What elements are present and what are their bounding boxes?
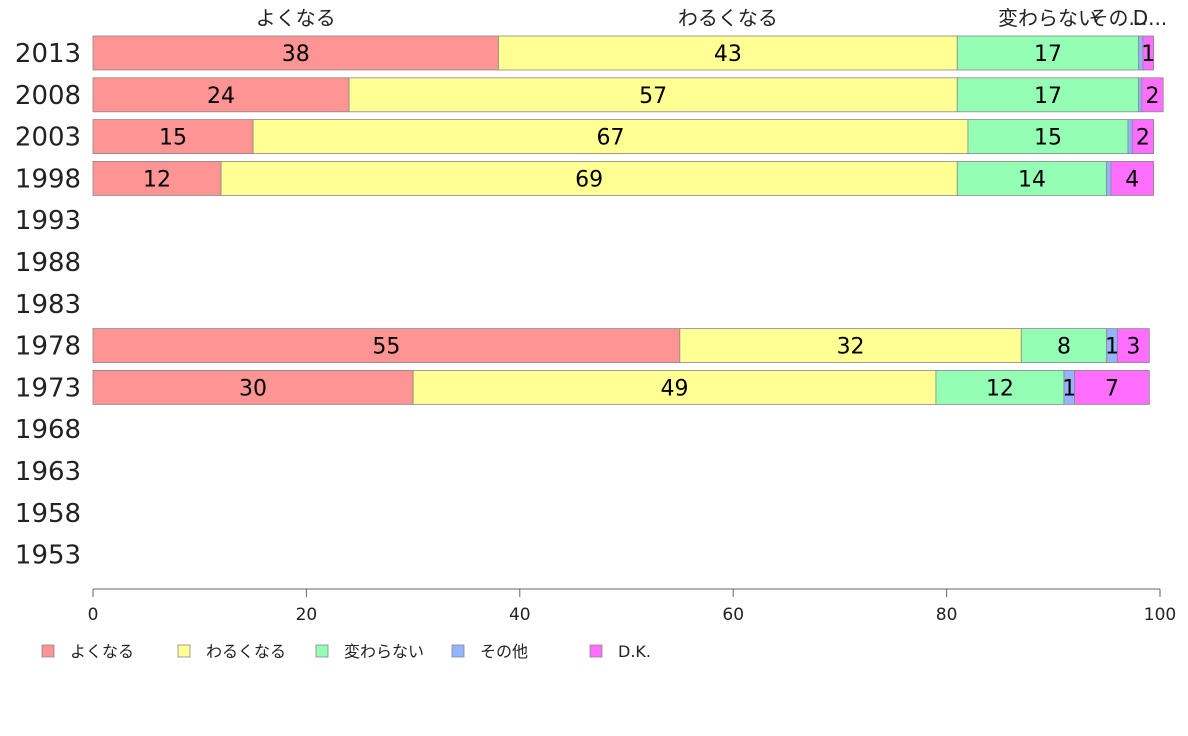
data-label-2003-series-4: 2 xyxy=(1136,126,1150,151)
column-label-3: その... xyxy=(1088,6,1147,30)
column-label-4: D... xyxy=(1133,6,1167,30)
data-label-1973-series-1: 49 xyxy=(661,376,689,401)
bar-1978-series-4 xyxy=(1116,328,1150,364)
column-label-2: 変わらない xyxy=(998,6,1098,30)
data-label-1978-series-0: 55 xyxy=(372,335,400,360)
bar-1978-series-0 xyxy=(92,328,681,364)
bar-1973-series-1 xyxy=(412,369,937,405)
bar-1998-series-3 xyxy=(1106,160,1112,196)
legend-label-3: その他 xyxy=(480,642,528,661)
x-tick-label-80: 80 xyxy=(936,605,958,625)
year-label-1993: 1993 xyxy=(15,206,81,236)
bar-2003-series-1 xyxy=(252,119,969,154)
data-label-2008-series-1: 57 xyxy=(639,84,667,109)
legend-swatch-4 xyxy=(589,644,603,658)
data-label-1973-series-4: 7 xyxy=(1105,376,1119,401)
bar-2008-series-1 xyxy=(348,77,958,113)
year-label-1968: 1968 xyxy=(15,415,81,445)
year-label-1988: 1988 xyxy=(15,248,81,278)
bar-1998-series-0 xyxy=(92,160,222,196)
data-label-2008-series-4: 2 xyxy=(1146,84,1160,109)
data-label-2003-series-2: 15 xyxy=(1034,126,1062,151)
year-label-1953: 1953 xyxy=(15,541,81,571)
data-label-1973-series-0: 30 xyxy=(239,376,267,401)
data-label-2008-series-0: 24 xyxy=(207,84,235,109)
bar-1973-series-4 xyxy=(1074,369,1150,405)
year-labels: 2013 2008 2003 1998 1993 1988 1983 1978 1973 1968… xyxy=(15,39,81,571)
x-tick-label-0: 0 xyxy=(88,605,99,625)
x-axis: 0 20 40 60 80 100 xyxy=(88,588,1176,625)
bars-layer: 38 43 17 124 57 17 215 67 15 212 69 14 455 32 8 1 330 49 1… xyxy=(92,35,1164,405)
bar-1998-series-2 xyxy=(956,160,1108,196)
data-label-1998-series-4: 4 xyxy=(1125,167,1139,192)
bar-2013-series-0 xyxy=(92,35,499,71)
legend-swatch-2 xyxy=(315,644,329,658)
bar-2003-series-4 xyxy=(1131,119,1154,154)
data-label-2013-series-0: 38 xyxy=(282,42,310,67)
column-labels: よくなる わるくなる 変わらないその...D... xyxy=(256,6,1168,30)
x-tick-label-20: 20 xyxy=(296,605,318,625)
legend-swatch-1 xyxy=(177,644,191,658)
legend-label-4: D.K. xyxy=(618,642,651,661)
column-label-1: わるくなる xyxy=(678,6,778,30)
legend-label-0: よくなる xyxy=(70,642,134,661)
data-label-2013-series-2: 17 xyxy=(1034,42,1062,67)
bar-1998-series-4 xyxy=(1110,160,1154,196)
data-label-2003-series-1: 67 xyxy=(596,126,624,151)
data-label-1978-series-2: 8 xyxy=(1057,335,1071,360)
legend-label-1: わるくなる xyxy=(206,642,286,661)
year-label-1973: 1973 xyxy=(15,373,81,403)
data-label-1998-series-2: 14 xyxy=(1018,167,1046,192)
bar-2013-series-4 xyxy=(1142,35,1154,71)
legend-label-2: 変わらない xyxy=(344,642,424,661)
bar-1978-series-2 xyxy=(1020,328,1108,364)
data-label-2013-series-4: 1 xyxy=(1141,42,1155,67)
data-label-1978-series-1: 32 xyxy=(837,335,865,360)
year-label-1978: 1978 xyxy=(15,332,81,362)
data-label-1978-series-4: 3 xyxy=(1126,335,1140,360)
data-label-1973-series-2: 12 xyxy=(986,376,1014,401)
x-tick-label-60: 60 xyxy=(722,605,744,625)
legend: よくなる わるくなる 変わらない その他 D.K. xyxy=(41,642,651,661)
bar-2008-series-0 xyxy=(92,77,350,113)
data-label-2013-series-1: 43 xyxy=(714,42,742,67)
year-label-2013: 2013 xyxy=(15,39,81,69)
year-label-2003: 2003 xyxy=(15,123,81,153)
column-label-0: よくなる xyxy=(256,6,336,30)
legend-swatch-3 xyxy=(451,644,465,658)
year-label-1998: 1998 xyxy=(15,164,81,194)
bar-2003-series-0 xyxy=(92,119,254,154)
year-label-1963: 1963 xyxy=(15,457,81,487)
bar-2008-series-4 xyxy=(1141,77,1164,113)
year-label-1983: 1983 xyxy=(15,290,81,320)
bar-1973-series-2 xyxy=(935,369,1065,405)
bar-2013-series-1 xyxy=(498,35,958,71)
data-label-1978-series-3: 1 xyxy=(1105,335,1119,360)
bar-1978-series-1 xyxy=(679,328,1022,364)
data-label-1998-series-1: 69 xyxy=(575,167,603,192)
bar-1973-series-0 xyxy=(92,369,414,405)
legend-swatch-0 xyxy=(41,644,55,658)
year-label-1958: 1958 xyxy=(15,499,81,529)
bar-2003-series-2 xyxy=(967,119,1129,154)
x-tick-label-100: 100 xyxy=(1144,605,1176,625)
bar-2008-series-3 xyxy=(1138,77,1143,113)
x-tick-label-40: 40 xyxy=(509,605,531,625)
data-label-2003-series-0: 15 xyxy=(159,126,187,151)
data-label-1973-series-3: 1 xyxy=(1062,376,1076,401)
year-label-2008: 2008 xyxy=(15,81,81,111)
data-label-2008-series-2: 17 xyxy=(1034,84,1062,109)
bar-2008-series-2 xyxy=(956,77,1140,113)
bar-2013-series-2 xyxy=(956,35,1140,71)
bar-2003-series-3 xyxy=(1127,119,1133,154)
data-label-1998-series-0: 12 xyxy=(143,167,171,192)
